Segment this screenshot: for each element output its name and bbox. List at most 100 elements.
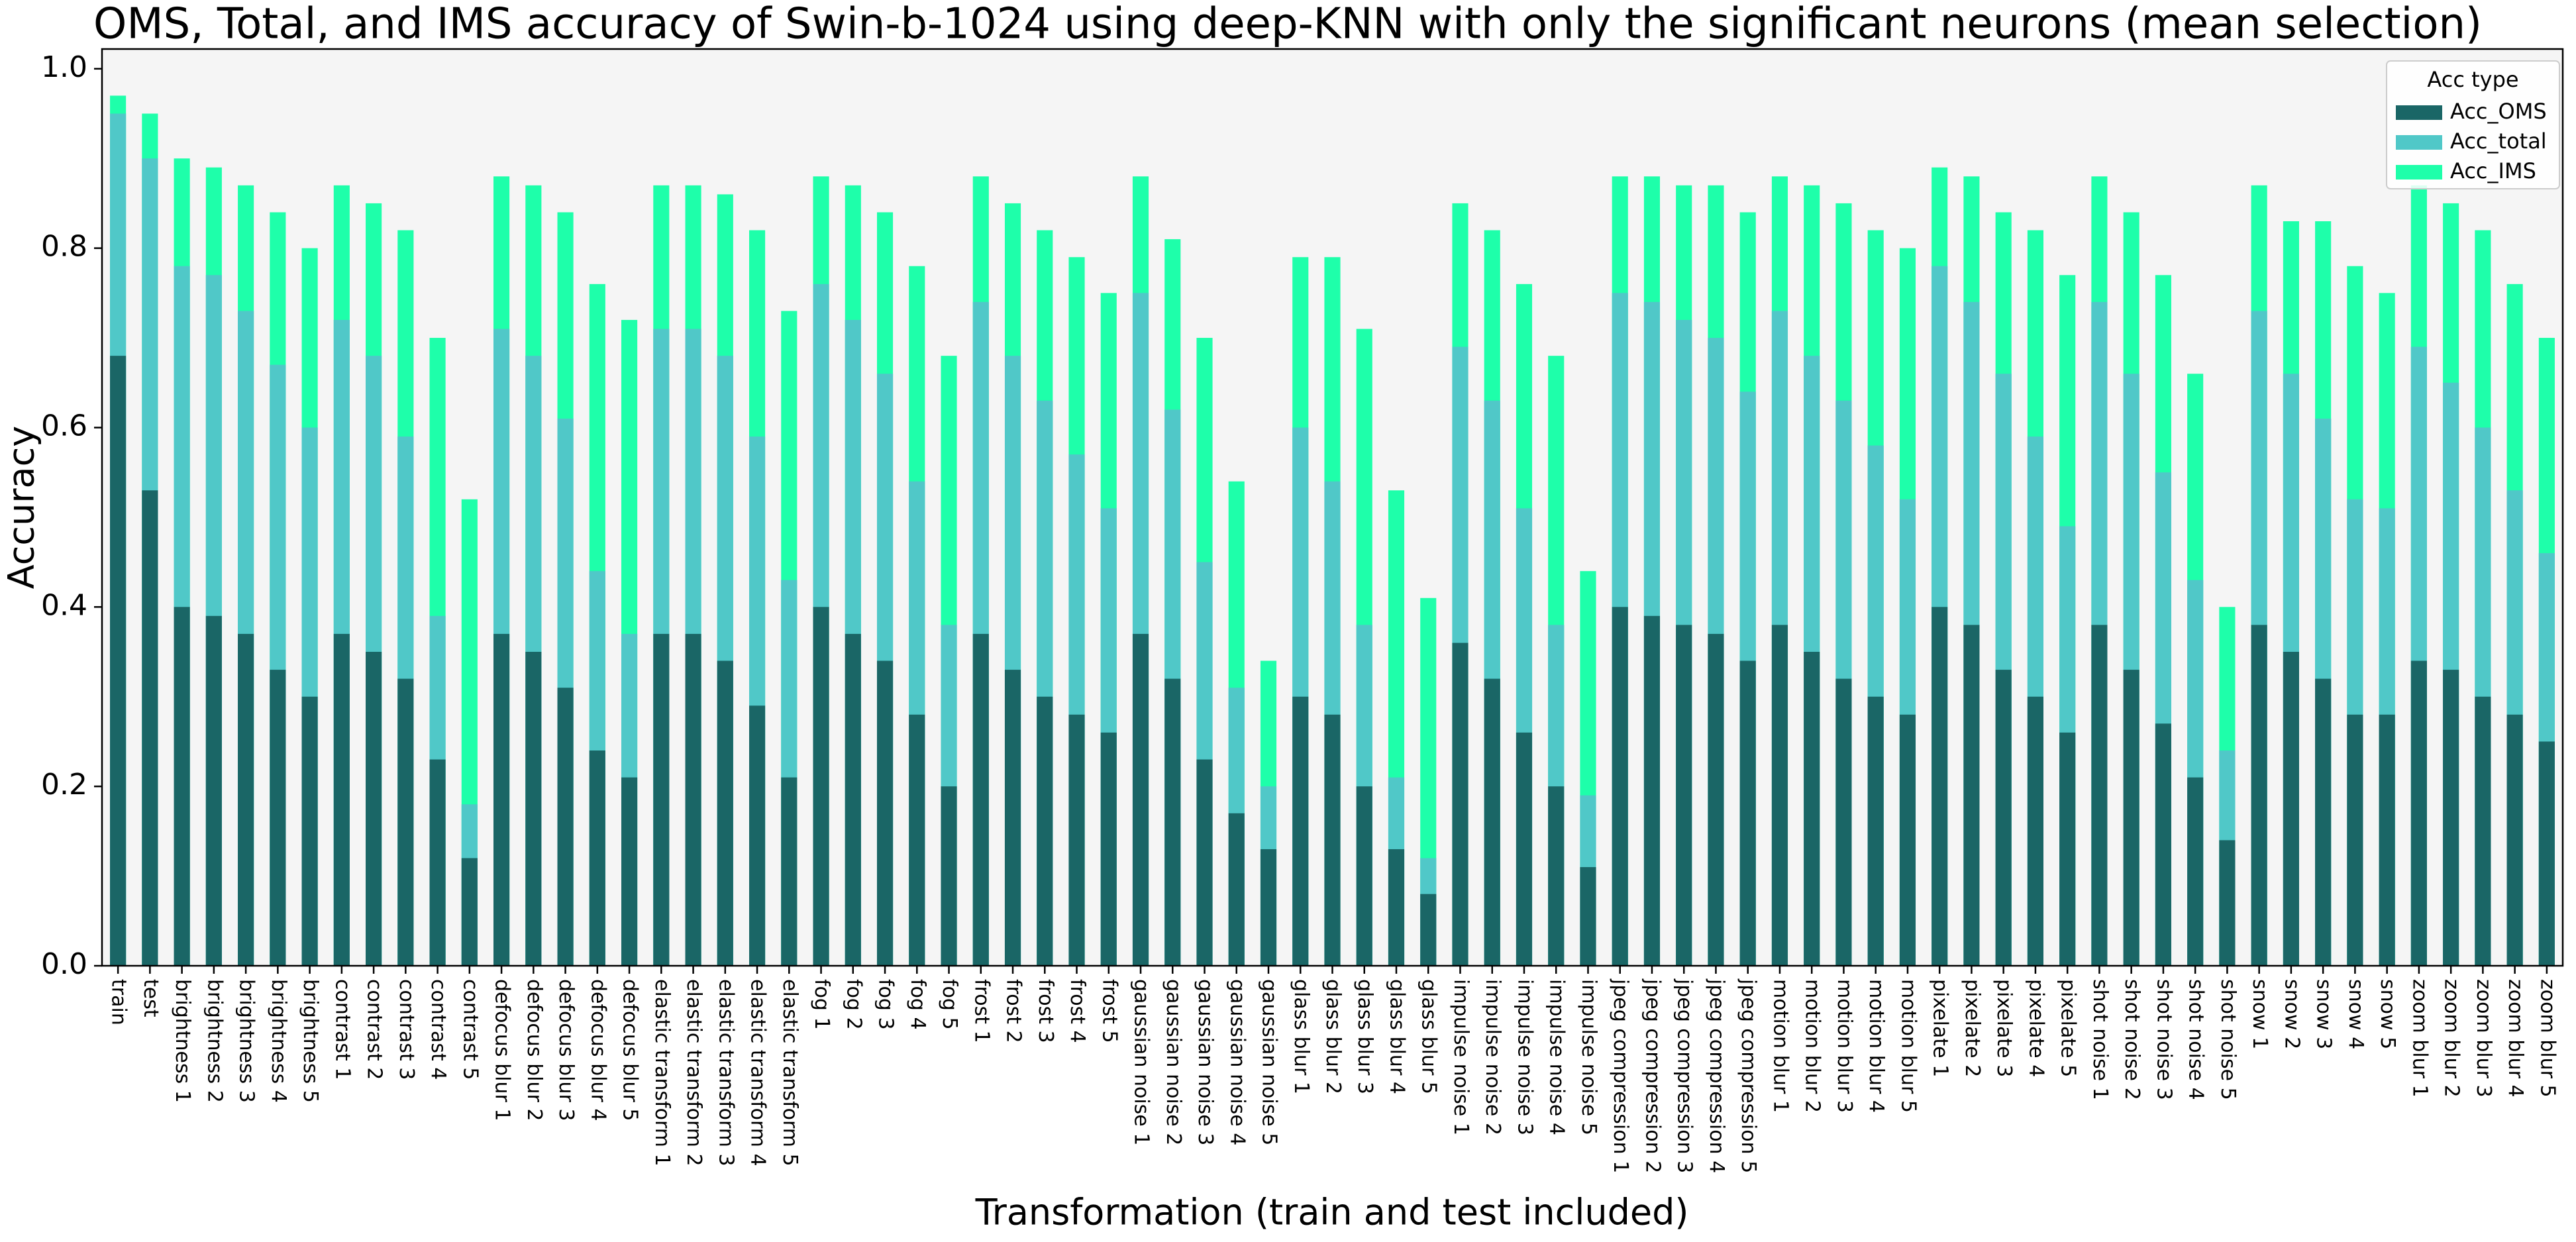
x-tick-label: impulse noise 2 [1481, 979, 1504, 1135]
bar [110, 356, 127, 966]
bar [1804, 652, 1820, 966]
bar [781, 777, 798, 966]
bar [1548, 786, 1565, 966]
bar [1196, 759, 1213, 966]
x-tick-label: snow 5 [2376, 979, 2399, 1049]
bar [1484, 678, 1500, 966]
x-tick-label: impulse noise 5 [1577, 979, 1600, 1135]
bar [972, 633, 989, 966]
x-tick-label: frost 5 [1098, 979, 1121, 1043]
bar [1771, 625, 1788, 966]
bar [238, 633, 254, 966]
x-tick-label: elastic transform 4 [747, 979, 770, 1166]
bar [845, 633, 861, 966]
x-tick-label: snow 4 [2344, 979, 2367, 1049]
bar [301, 696, 318, 966]
bar [1963, 625, 1980, 966]
bar [1420, 894, 1437, 966]
bar [1643, 615, 1661, 966]
x-tick-label: zoom blur 5 [2536, 979, 2559, 1098]
x-tick-label: snow 3 [2312, 979, 2336, 1049]
bar [1100, 732, 1117, 966]
x-tick-label: contrast 3 [395, 979, 418, 1080]
x-tick-label: contrast 5 [458, 979, 482, 1080]
x-tick-label: shot noise 2 [2120, 979, 2143, 1100]
x-tick-label: brightness 2 [203, 979, 226, 1103]
legend-title: Acc type [2427, 67, 2518, 92]
bar [1932, 607, 1948, 966]
x-tick-label: frost 4 [1066, 979, 1089, 1043]
x-tick-label: shot noise 3 [2152, 979, 2175, 1100]
x-tick-label: fog 5 [938, 979, 961, 1030]
bar [2410, 660, 2427, 966]
x-tick-label: shot noise 4 [2185, 979, 2208, 1100]
x-tick-label: contrast 1 [331, 979, 354, 1080]
bar [685, 633, 701, 966]
x-tick-label: glass blur 4 [1385, 979, 1408, 1094]
x-tick-label: impulse noise 1 [1449, 979, 1472, 1135]
x-tick-label: pixelate 4 [2024, 979, 2047, 1077]
bar [813, 607, 829, 966]
bar [2091, 625, 2108, 966]
x-tick-label: jpeg compression 4 [1705, 978, 1728, 1173]
bar [333, 633, 350, 966]
x-tick-label: defocus blur 4 [586, 979, 609, 1121]
x-tick-label: pixelate 2 [1961, 979, 1984, 1077]
bar [1292, 696, 1309, 966]
y-tick-label: 0.0 [41, 947, 87, 981]
bar [1739, 660, 1756, 966]
bar [270, 670, 286, 966]
bar [2251, 625, 2267, 966]
x-tick-label: brightness 1 [171, 979, 194, 1103]
x-tick-label: jpeg compression 1 [1609, 978, 1632, 1173]
x-tick-label: motion blur 1 [1769, 979, 1792, 1113]
bar [1388, 849, 1405, 966]
x-tick-label: pixelate 1 [1929, 979, 1952, 1077]
x-tick-label: snow 2 [2280, 979, 2303, 1049]
bar [493, 633, 510, 966]
x-tick-label: fog 1 [810, 979, 833, 1030]
legend-swatch [2396, 105, 2442, 120]
x-tick-label: brightness 4 [267, 979, 290, 1103]
y-tick-label: 1.0 [41, 50, 87, 84]
y-axis-label: Accuracy [1, 426, 42, 590]
bar [2315, 678, 2332, 966]
bar [2219, 840, 2236, 966]
x-tick-label: elastic transform 2 [682, 979, 705, 1166]
x-axis-label: Transformation (train and test included) [975, 1192, 1689, 1233]
x-tick-label: contrast 4 [427, 979, 450, 1080]
bar [397, 678, 414, 966]
plot-frame [101, 48, 2564, 967]
x-tick-label: gaussian noise 2 [1162, 979, 1185, 1145]
x-tick-label: frost 1 [970, 979, 993, 1043]
bar [2059, 732, 2076, 966]
x-tick-label: defocus blur 3 [554, 979, 578, 1121]
x-tick-label: train [107, 979, 130, 1025]
bar [2506, 714, 2523, 966]
legend-box [2386, 60, 2560, 189]
legend-label: Acc_OMS [2450, 99, 2547, 124]
legend-swatch [2396, 135, 2442, 150]
bar [2379, 714, 2395, 966]
bar [941, 786, 957, 966]
bar [653, 633, 670, 966]
x-tick-label: gaussian noise 1 [1130, 979, 1153, 1145]
bar [589, 750, 605, 966]
x-tick-label: brightness 3 [235, 979, 258, 1103]
bar [2027, 696, 2043, 966]
x-tick-label: glass blur 3 [1353, 979, 1376, 1094]
bar [2475, 696, 2491, 966]
bar [876, 660, 894, 966]
x-tick-label: snow 1 [2248, 979, 2271, 1049]
x-tick-label: jpeg compression 3 [1673, 978, 1696, 1173]
x-tick-label: impulse noise 3 [1513, 979, 1536, 1135]
bar [2443, 670, 2459, 966]
bar [909, 714, 925, 966]
x-tick-label: shot noise 1 [2088, 979, 2112, 1100]
x-tick-label: jpeg compression 5 [1737, 978, 1760, 1173]
bar [748, 705, 766, 966]
x-tick-label: elastic transform 3 [714, 979, 737, 1166]
bar [557, 688, 574, 966]
bar [1132, 633, 1149, 966]
